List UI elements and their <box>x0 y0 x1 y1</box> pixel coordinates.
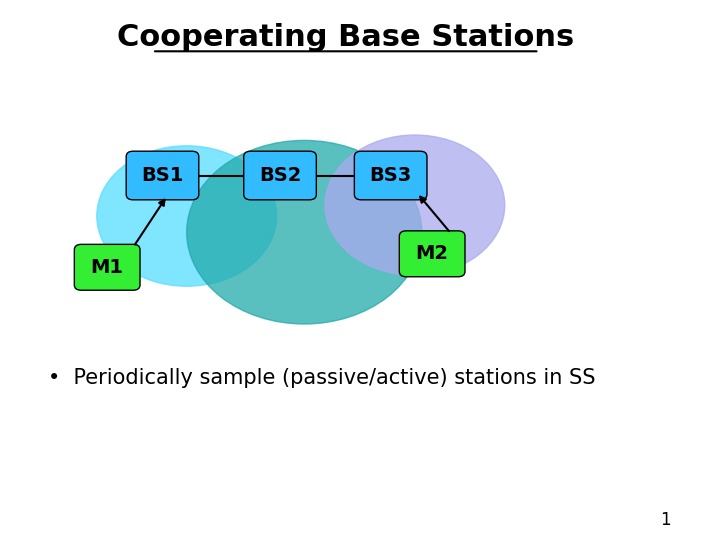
Text: BS2: BS2 <box>259 166 301 185</box>
Circle shape <box>186 140 422 324</box>
FancyBboxPatch shape <box>126 151 199 200</box>
Text: M2: M2 <box>415 244 449 264</box>
Circle shape <box>325 135 505 275</box>
Text: BS3: BS3 <box>369 166 412 185</box>
Text: M1: M1 <box>91 258 124 277</box>
Text: Cooperating Base Stations: Cooperating Base Stations <box>117 23 575 52</box>
FancyBboxPatch shape <box>244 151 316 200</box>
FancyBboxPatch shape <box>354 151 427 200</box>
Text: BS1: BS1 <box>141 166 184 185</box>
Text: •  Periodically sample (passive/active) stations in SS: • Periodically sample (passive/active) s… <box>48 368 596 388</box>
FancyBboxPatch shape <box>400 231 465 276</box>
Circle shape <box>96 146 276 286</box>
FancyBboxPatch shape <box>74 244 140 291</box>
Text: 1: 1 <box>660 511 671 529</box>
